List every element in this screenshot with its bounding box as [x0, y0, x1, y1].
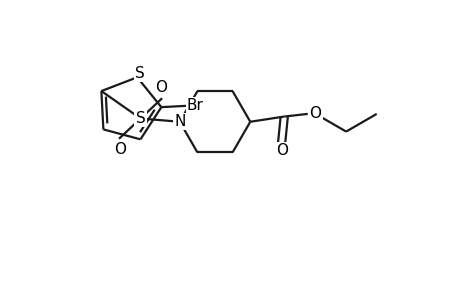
Text: S: S: [135, 111, 145, 126]
Text: O: O: [155, 80, 167, 94]
Text: O: O: [309, 106, 321, 122]
Text: Br: Br: [186, 98, 203, 113]
Text: O: O: [113, 142, 125, 157]
Text: O: O: [275, 143, 287, 158]
Text: N: N: [174, 114, 185, 129]
Text: S: S: [134, 66, 145, 81]
